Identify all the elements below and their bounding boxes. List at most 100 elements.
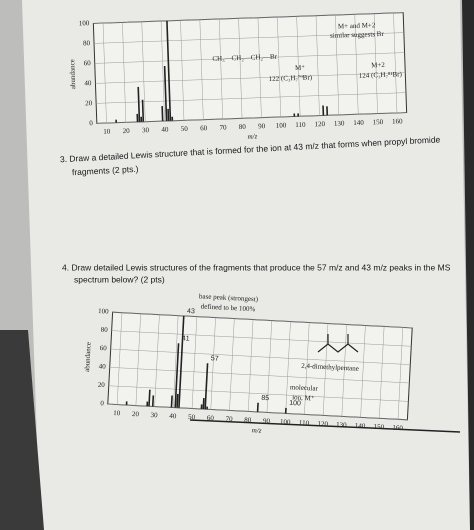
y-axis-label: abundance bbox=[68, 59, 77, 89]
grid-line bbox=[180, 20, 185, 121]
x-tick-label: 100 bbox=[280, 418, 291, 427]
x-tick-label: 160 bbox=[392, 117, 403, 125]
annotation: molecular bbox=[290, 383, 319, 392]
peak bbox=[170, 395, 173, 408]
grid-line bbox=[191, 316, 198, 409]
grid-line bbox=[96, 92, 406, 104]
x-tick-label: 70 bbox=[225, 415, 233, 423]
y-tick-label: 40 bbox=[99, 362, 107, 370]
annotation: 2,4-dimethylpentane bbox=[301, 362, 359, 373]
grid-line bbox=[322, 323, 329, 416]
x-tick-label: 150 bbox=[373, 118, 384, 126]
y-tick-label: 60 bbox=[84, 59, 92, 67]
x-tick-label: 90 bbox=[258, 122, 266, 130]
x-tick-label: 30 bbox=[142, 126, 150, 134]
grid-line bbox=[122, 22, 127, 123]
grid-line bbox=[360, 325, 366, 418]
grid-line bbox=[141, 21, 146, 122]
x-tick-label: 20 bbox=[123, 127, 131, 135]
spectrum-dimethylpentane: 0 20 40 60 80 100 10 20 30 40 50 60 70 80 90 100 110 120 1… bbox=[83, 292, 413, 435]
y-tick-label: 0 bbox=[100, 399, 104, 407]
annotation: M+ and M+2 bbox=[338, 21, 376, 30]
grid-line bbox=[210, 317, 216, 410]
grid-line bbox=[102, 23, 107, 124]
x-tick-label: 130 bbox=[336, 421, 347, 430]
question-text: fragments (2 pts.) bbox=[72, 164, 139, 177]
grid-line bbox=[94, 32, 404, 44]
peak bbox=[204, 363, 209, 410]
x-tick-label: 60 bbox=[207, 414, 215, 422]
annotation: base peak (strongest) bbox=[199, 292, 259, 303]
grid-line bbox=[160, 21, 165, 122]
x-tick-label: 80 bbox=[239, 123, 247, 131]
annotation: ion, M⁺ bbox=[292, 393, 315, 402]
annotation: CH₃—CH₂—CH₂—Br bbox=[212, 53, 277, 63]
y-tick-label: 20 bbox=[85, 99, 93, 107]
grid-line bbox=[315, 15, 320, 116]
x-tick-label: 50 bbox=[188, 413, 196, 421]
y-tick-label: 100 bbox=[79, 19, 90, 27]
x-axis-label: m/z bbox=[247, 132, 257, 140]
grid-line bbox=[354, 14, 359, 115]
x-tick-label: 10 bbox=[103, 128, 111, 136]
x-tick-label: 120 bbox=[317, 420, 328, 429]
peak bbox=[141, 99, 145, 122]
peak-label: 41 bbox=[182, 335, 190, 342]
x-axis-label: m/z bbox=[252, 426, 262, 435]
annotation: similar suggests Br bbox=[330, 30, 385, 40]
grid-line bbox=[95, 72, 406, 84]
peak-label: 43 bbox=[187, 308, 195, 315]
question-text: 4. Draw detailed Lewis structures of the… bbox=[62, 262, 451, 272]
x-tick-label: 110 bbox=[295, 121, 306, 129]
bond bbox=[317, 343, 359, 353]
annotation: M⁺ bbox=[295, 64, 305, 72]
grid-line bbox=[397, 327, 404, 420]
peak-label: 57 bbox=[211, 355, 219, 362]
grid-line bbox=[257, 17, 262, 118]
x-tick-label: 40 bbox=[161, 125, 169, 133]
x-tick-label: 130 bbox=[334, 119, 345, 127]
x-tick-label: 90 bbox=[263, 417, 271, 425]
x-tick-label: 60 bbox=[200, 124, 208, 132]
grid-line bbox=[229, 318, 235, 411]
grid-line bbox=[335, 14, 340, 115]
y-tick-label: 80 bbox=[100, 326, 108, 334]
shadow bbox=[0, 330, 44, 530]
annotation: 122 (C₃H₇⁷⁹Br) bbox=[269, 73, 313, 83]
grid-line bbox=[393, 12, 398, 113]
x-tick-label: 160 bbox=[392, 424, 403, 433]
grid-line bbox=[94, 52, 405, 64]
grid-line bbox=[373, 13, 378, 114]
x-tick-label: 100 bbox=[276, 121, 287, 129]
peak bbox=[161, 106, 164, 122]
x-tick-label: 10 bbox=[113, 409, 121, 417]
peak bbox=[148, 389, 151, 407]
x-tick-label: 30 bbox=[150, 411, 158, 419]
grid-line bbox=[247, 319, 254, 412]
grid-line bbox=[296, 16, 301, 117]
rule-line bbox=[189, 419, 461, 433]
grid-line bbox=[135, 313, 141, 406]
grid-line bbox=[173, 315, 179, 408]
y-axis-label: abundance bbox=[83, 342, 93, 372]
grid-line bbox=[116, 312, 123, 405]
grid-line bbox=[109, 367, 410, 384]
grid-line bbox=[379, 326, 385, 419]
grid-line bbox=[112, 311, 413, 329]
grid-line bbox=[111, 330, 412, 347]
x-tick-label: 40 bbox=[169, 412, 177, 420]
peak bbox=[163, 65, 168, 121]
x-tick-label: 110 bbox=[299, 419, 310, 428]
peak bbox=[166, 20, 172, 121]
annotation: M+2 bbox=[371, 61, 385, 69]
question-text: spectrum below? (2 pts) bbox=[74, 274, 165, 284]
grid-line bbox=[96, 112, 407, 124]
peak bbox=[178, 315, 185, 408]
y-tick-label: 100 bbox=[98, 307, 109, 316]
x-tick-label: 70 bbox=[219, 123, 227, 131]
grid-line bbox=[304, 322, 310, 415]
peak bbox=[137, 86, 141, 122]
peak-label: 100 bbox=[289, 400, 301, 408]
grid-line bbox=[341, 324, 347, 417]
